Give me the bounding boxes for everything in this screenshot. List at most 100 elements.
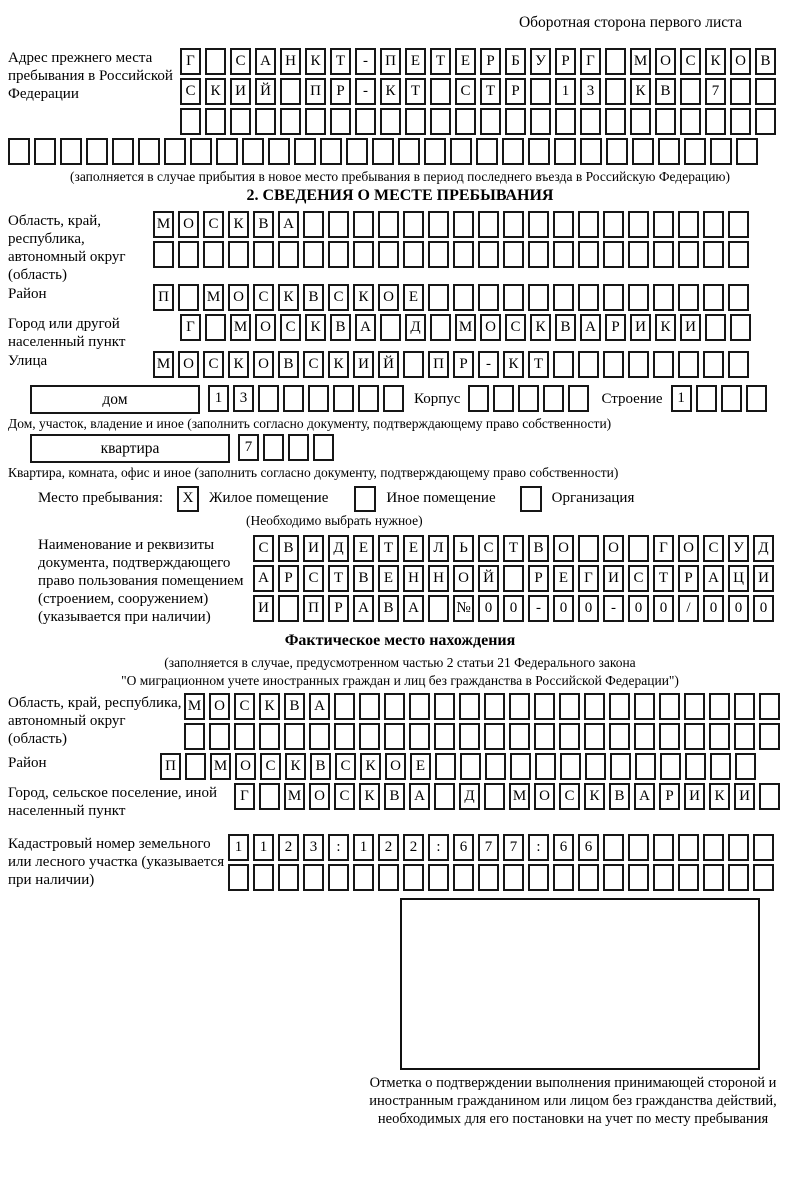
char-cell[interactable]: В xyxy=(528,535,549,562)
char-cell[interactable] xyxy=(753,834,774,861)
char-cell[interactable]: Е xyxy=(403,535,424,562)
char-cell[interactable]: Г xyxy=(653,535,674,562)
char-cell[interactable]: К xyxy=(530,314,551,341)
char-cell[interactable]: В xyxy=(609,783,630,810)
char-cell[interactable]: С xyxy=(230,48,251,75)
char-cell[interactable]: С xyxy=(203,351,224,378)
char-cell[interactable]: Г xyxy=(180,48,201,75)
char-cell[interactable] xyxy=(355,108,376,135)
char-cell[interactable]: С xyxy=(334,783,355,810)
char-cell[interactable]: 2 xyxy=(403,834,424,861)
char-cell[interactable] xyxy=(728,211,749,238)
char-cell[interactable]: К xyxy=(205,78,226,105)
char-cell[interactable] xyxy=(653,834,674,861)
char-cell[interactable] xyxy=(203,241,224,268)
char-cell[interactable] xyxy=(759,783,780,810)
char-cell[interactable] xyxy=(216,138,238,165)
char-cell[interactable] xyxy=(234,723,255,750)
char-cell[interactable]: И xyxy=(230,78,251,105)
char-cell[interactable] xyxy=(242,138,264,165)
char-cell[interactable] xyxy=(303,864,324,891)
char-cell[interactable]: 7 xyxy=(238,434,259,461)
char-cell[interactable]: 6 xyxy=(553,834,574,861)
char-cell[interactable]: : xyxy=(528,834,549,861)
char-cell[interactable] xyxy=(153,241,174,268)
char-cell[interactable]: В xyxy=(278,351,299,378)
char-cell[interactable]: У xyxy=(530,48,551,75)
char-cell[interactable]: О xyxy=(378,284,399,311)
char-cell[interactable]: 6 xyxy=(578,834,599,861)
char-cell[interactable]: 1 xyxy=(228,834,249,861)
char-cell[interactable]: А xyxy=(255,48,276,75)
char-cell[interactable] xyxy=(578,864,599,891)
char-cell[interactable] xyxy=(658,138,680,165)
char-cell[interactable]: И xyxy=(680,314,701,341)
char-cell[interactable] xyxy=(185,753,206,780)
char-cell[interactable]: № xyxy=(453,595,474,622)
char-cell[interactable]: К xyxy=(328,351,349,378)
char-cell[interactable] xyxy=(278,864,299,891)
char-cell[interactable]: К xyxy=(259,693,280,720)
char-cell[interactable] xyxy=(190,138,212,165)
char-cell[interactable] xyxy=(259,783,280,810)
char-cell[interactable] xyxy=(484,693,505,720)
char-cell[interactable]: О xyxy=(480,314,501,341)
char-cell[interactable]: О xyxy=(178,211,199,238)
char-cell[interactable]: П xyxy=(428,351,449,378)
char-cell[interactable] xyxy=(535,753,556,780)
char-cell[interactable] xyxy=(730,78,751,105)
char-cell[interactable] xyxy=(205,108,226,135)
char-cell[interactable]: К xyxy=(584,783,605,810)
char-cell[interactable]: Р xyxy=(453,351,474,378)
char-cell[interactable] xyxy=(559,723,580,750)
char-cell[interactable] xyxy=(603,211,624,238)
char-cell[interactable] xyxy=(372,138,394,165)
char-cell[interactable] xyxy=(710,138,732,165)
char-cell[interactable]: 0 xyxy=(703,595,724,622)
char-cell[interactable] xyxy=(709,693,730,720)
char-cell[interactable] xyxy=(258,385,279,412)
char-cell[interactable] xyxy=(313,434,334,461)
char-cell[interactable] xyxy=(403,211,424,238)
char-cell[interactable]: 7 xyxy=(705,78,726,105)
char-cell[interactable] xyxy=(528,211,549,238)
char-cell[interactable] xyxy=(503,241,524,268)
char-cell[interactable]: М xyxy=(509,783,530,810)
char-cell[interactable] xyxy=(628,211,649,238)
char-cell[interactable] xyxy=(630,108,651,135)
char-cell[interactable]: В xyxy=(353,565,374,592)
char-cell[interactable] xyxy=(503,211,524,238)
char-cell[interactable] xyxy=(205,48,226,75)
char-cell[interactable]: И xyxy=(753,565,774,592)
char-cell[interactable] xyxy=(759,693,780,720)
char-cell[interactable]: К xyxy=(380,78,401,105)
char-cell[interactable] xyxy=(209,723,230,750)
char-cell[interactable]: М xyxy=(455,314,476,341)
char-cell[interactable]: М xyxy=(230,314,251,341)
char-cell[interactable]: О xyxy=(235,753,256,780)
char-cell[interactable]: К xyxy=(705,48,726,75)
char-cell[interactable]: С xyxy=(680,48,701,75)
char-cell[interactable] xyxy=(553,351,574,378)
char-cell[interactable] xyxy=(453,211,474,238)
char-cell[interactable]: - xyxy=(478,351,499,378)
char-cell[interactable]: Е xyxy=(410,753,431,780)
char-cell[interactable] xyxy=(605,48,626,75)
char-cell[interactable] xyxy=(653,351,674,378)
char-cell[interactable] xyxy=(378,241,399,268)
char-cell[interactable]: К xyxy=(655,314,676,341)
char-cell[interactable] xyxy=(605,78,626,105)
char-cell[interactable]: 0 xyxy=(653,595,674,622)
char-cell[interactable] xyxy=(303,211,324,238)
char-cell[interactable] xyxy=(328,864,349,891)
char-cell[interactable] xyxy=(534,723,555,750)
char-cell[interactable] xyxy=(728,284,749,311)
char-cell[interactable] xyxy=(659,723,680,750)
char-cell[interactable] xyxy=(263,434,284,461)
char-cell[interactable] xyxy=(678,241,699,268)
char-cell[interactable] xyxy=(403,241,424,268)
char-cell[interactable]: Г xyxy=(180,314,201,341)
char-cell[interactable] xyxy=(728,864,749,891)
char-cell[interactable] xyxy=(34,138,56,165)
char-cell[interactable] xyxy=(308,385,329,412)
